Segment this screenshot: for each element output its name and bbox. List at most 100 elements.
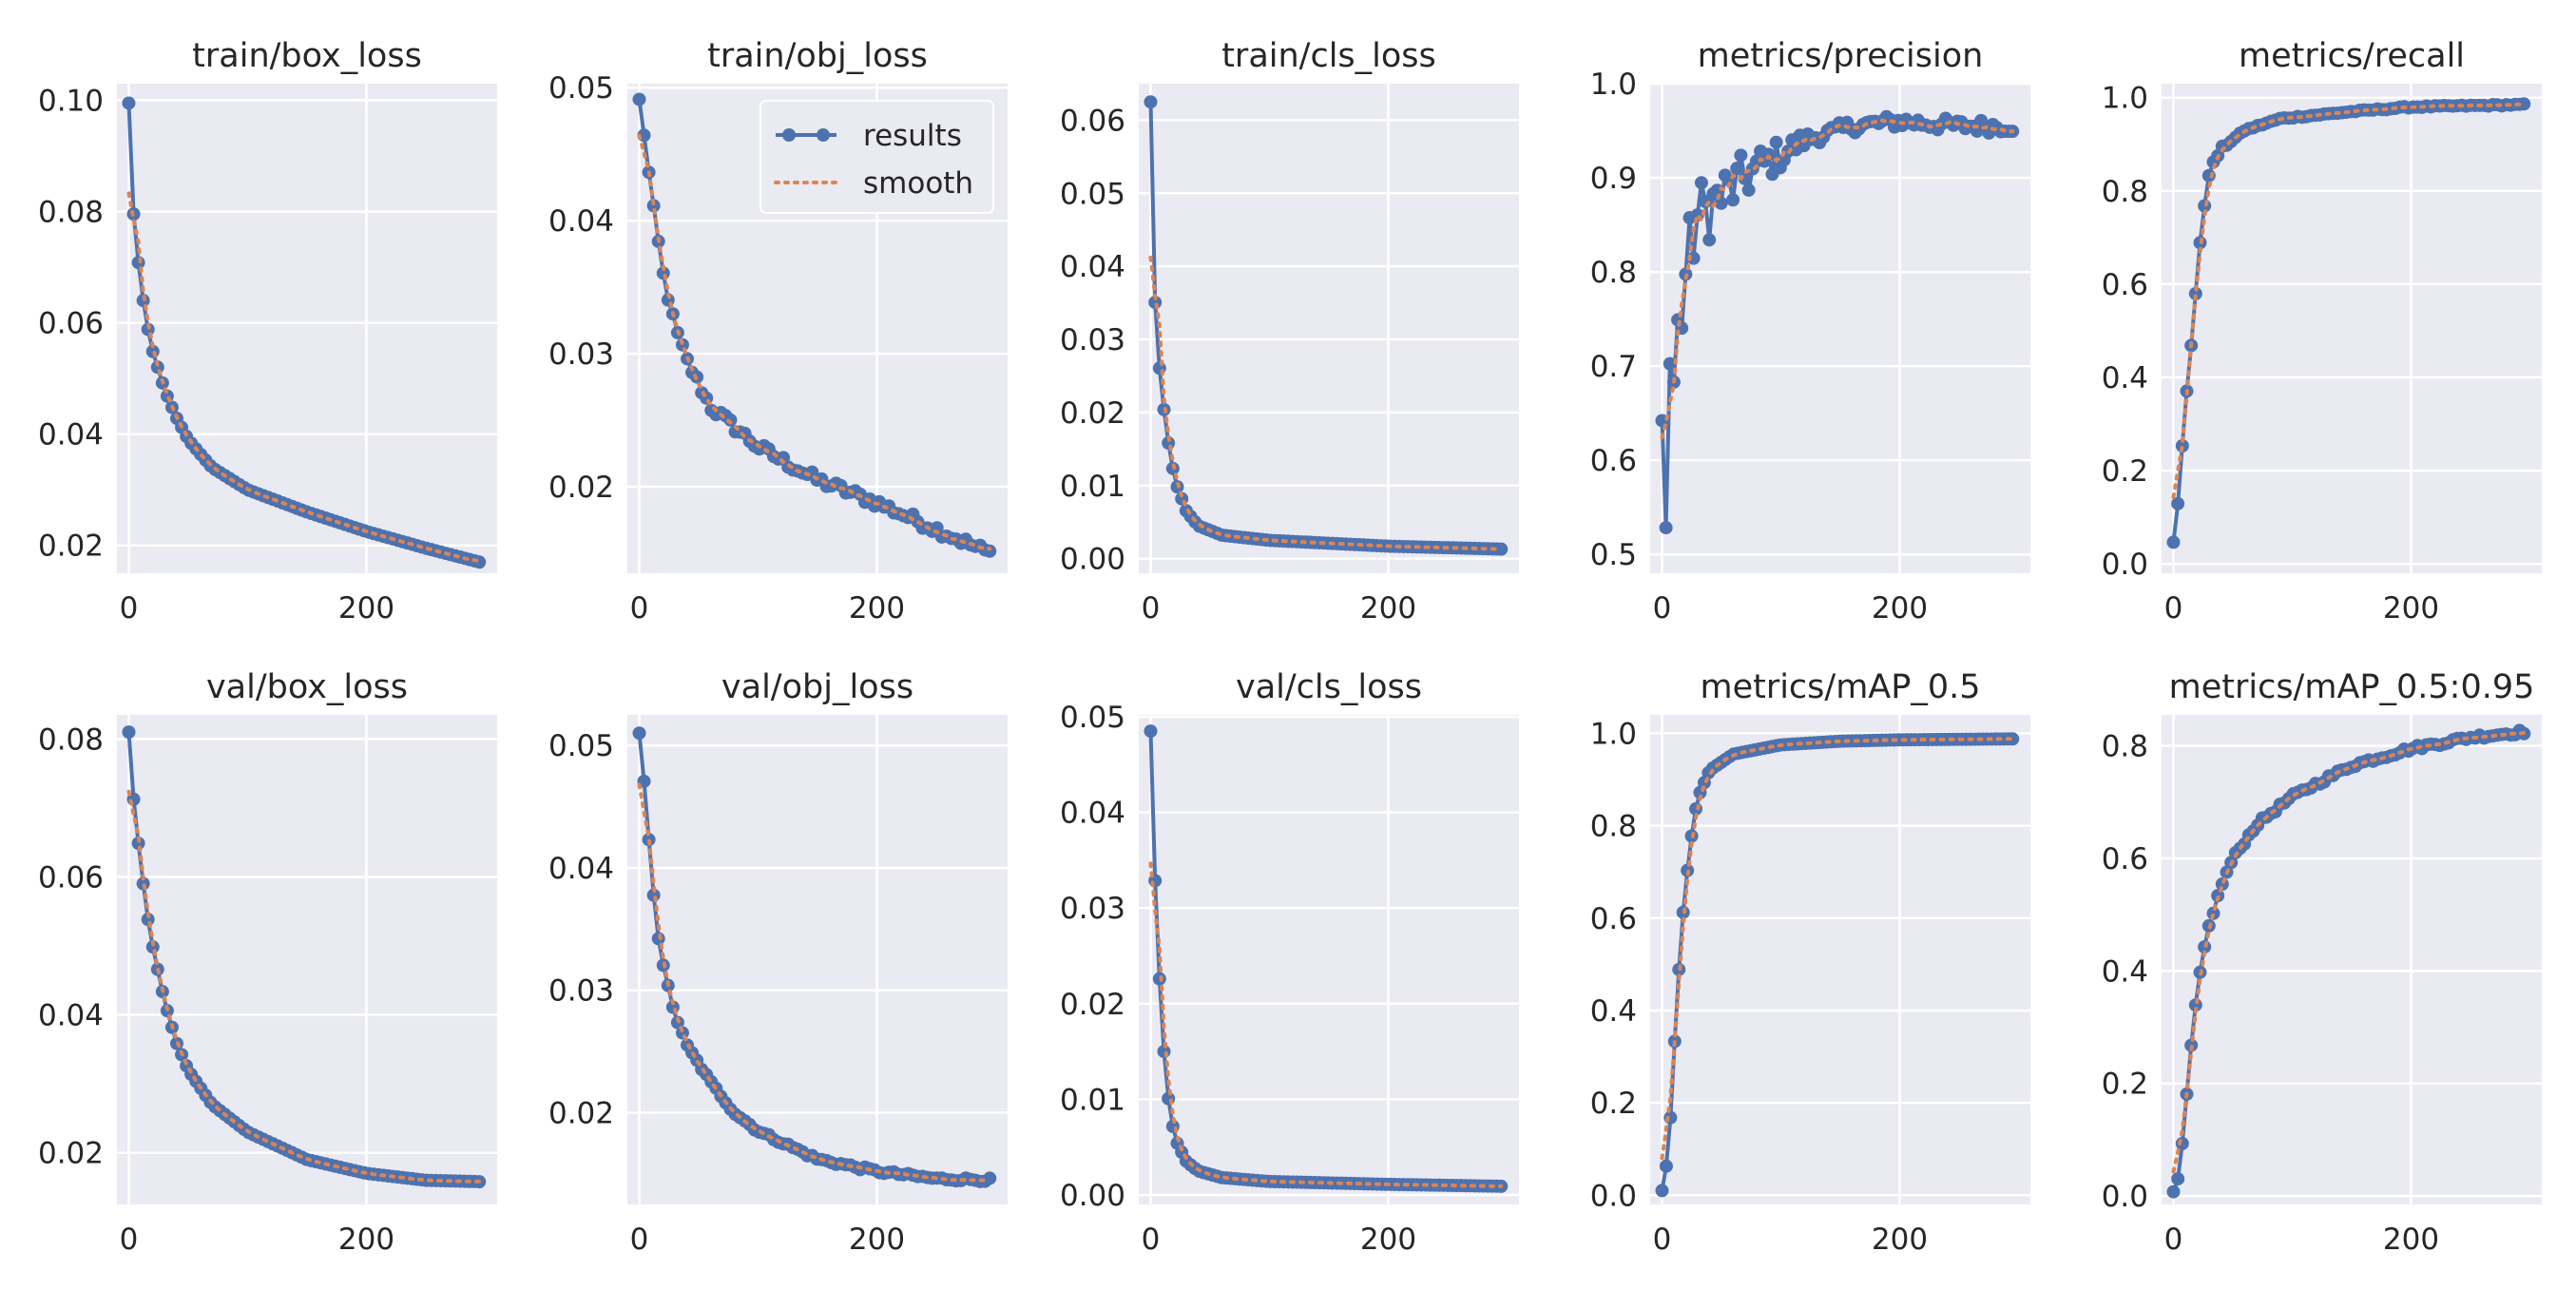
- results-point: [983, 544, 997, 558]
- results-point: [2206, 906, 2220, 920]
- y-tick-label: 0.05: [1060, 177, 1125, 211]
- plot-background: [117, 715, 497, 1204]
- x-tick-label: 0: [1142, 1223, 1161, 1257]
- results-point: [1730, 162, 1744, 176]
- plot-panel: 0.02 0.04 0.06 0.08 0.10 0 200 train/box_loss: [38, 37, 497, 626]
- y-tick-label: 0.6: [1590, 444, 1637, 478]
- x-tick-label: 200: [1360, 591, 1416, 626]
- plot-title: metrics/recall: [2239, 37, 2465, 75]
- y-tick-label: 0.6: [1590, 902, 1637, 936]
- plot-panel: 0.02 0.04 0.06 0.08 0 200 val/box_loss: [38, 668, 497, 1257]
- y-tick-label: 0.6: [2102, 268, 2148, 302]
- results-point: [983, 1171, 997, 1185]
- results-point: [2006, 732, 2020, 746]
- y-tick-label: 0.2: [2102, 1068, 2148, 1102]
- smooth-series-line: [1660, 118, 2015, 440]
- plot-background: [2162, 84, 2542, 573]
- plot-panel: 0.0 0.2 0.4 0.6 0.8 0 200 metrics/mAP_0.5:0.95: [2102, 668, 2542, 1257]
- smooth-series-line: [637, 782, 992, 1183]
- results-point: [2517, 97, 2531, 111]
- x-tick-label: 0: [2164, 1223, 2183, 1257]
- results-point: [1769, 135, 1783, 149]
- results-point: [1663, 356, 1677, 371]
- y-tick-label: 0.4: [2102, 361, 2148, 395]
- y-tick-label: 0.2: [2102, 454, 2148, 489]
- plot-panel: 0.0 0.2 0.4 0.6 0.8 1.0 0 200 metrics/mAP_0.5: [1590, 668, 2030, 1257]
- y-tick-label: 0.02: [548, 1096, 614, 1130]
- y-tick-label: 0.7: [1590, 350, 1637, 384]
- y-tick-label: 0.0: [1590, 1179, 1637, 1213]
- x-tick-label: 0: [2164, 591, 2183, 626]
- plot-title: train/cls_loss: [1221, 37, 1436, 75]
- y-tick-label: 0.01: [1060, 470, 1125, 504]
- plot-title: val/box_loss: [206, 668, 408, 706]
- y-tick-label: 0.04: [38, 418, 104, 452]
- x-tick-label: 200: [338, 1223, 394, 1257]
- y-tick-label: 0.03: [1060, 892, 1125, 926]
- y-tick-label: 0.00: [1060, 1179, 1125, 1213]
- y-tick-label: 0.2: [1590, 1087, 1637, 1121]
- y-tick-label: 0.08: [38, 722, 104, 757]
- y-tick-label: 0.00: [1060, 543, 1125, 577]
- y-tick-label: 0.02: [38, 529, 104, 564]
- results-point: [122, 725, 136, 740]
- results-point: [1144, 95, 1158, 109]
- smooth-series-line: [126, 789, 482, 1184]
- y-tick-label: 0.4: [2102, 954, 2148, 989]
- x-tick-label: 200: [1872, 1223, 1928, 1257]
- results-point: [632, 726, 646, 741]
- x-tick-label: 0: [1142, 591, 1161, 626]
- smooth-series-line: [2171, 102, 2527, 500]
- x-tick-label: 0: [120, 1223, 139, 1257]
- plot-panel: 0.02 0.03 0.04 0.05 0 200 train/obj_lossresult…: [548, 37, 1008, 626]
- y-tick-label: 0.8: [2102, 730, 2148, 764]
- results-point: [651, 932, 665, 946]
- y-tick-label: 0.05: [1060, 701, 1125, 735]
- smooth-series-line: [126, 191, 482, 563]
- y-tick-label: 0.0: [2102, 1180, 2148, 1214]
- legend: results smooth: [759, 100, 994, 214]
- y-tick-label: 0.03: [548, 337, 614, 372]
- results-point: [2166, 1184, 2181, 1199]
- y-tick-label: 0.06: [38, 307, 104, 341]
- results-point: [1734, 148, 1748, 163]
- y-tick-label: 0.06: [1060, 104, 1125, 138]
- results-point: [646, 199, 661, 213]
- plot-background: [1650, 715, 2030, 1204]
- results-point: [2188, 286, 2202, 300]
- results-point: [2166, 535, 2181, 549]
- plot-title: metrics/mAP_0.5:0.95: [2169, 668, 2535, 706]
- results-point: [2175, 1136, 2189, 1150]
- x-tick-label: 200: [1360, 1223, 1416, 1257]
- plot-panel: 0.0 0.2 0.4 0.6 0.8 1.0 0 200 metrics/recall: [2102, 37, 2542, 626]
- legend-smooth-label: smooth: [863, 166, 973, 201]
- y-tick-label: 0.04: [548, 204, 614, 239]
- x-tick-label: 200: [849, 1223, 905, 1257]
- y-tick-label: 1.0: [1590, 67, 1637, 102]
- y-tick-label: 0.02: [1060, 396, 1125, 431]
- results-point: [1741, 183, 1756, 197]
- plot-background: [117, 84, 497, 573]
- results-point: [1494, 542, 1509, 556]
- plot-background: [627, 715, 1008, 1204]
- plot-panel: 0.00 0.01 0.02 0.03 0.04 0.05 0.06 0 200 train/cl…: [1060, 37, 1519, 626]
- y-tick-label: 0.06: [38, 860, 104, 895]
- plot-background: [2162, 715, 2542, 1204]
- y-tick-label: 0.04: [1060, 250, 1125, 284]
- results-markers: [1655, 732, 2020, 1198]
- y-tick-label: 0.02: [1060, 988, 1125, 1022]
- y-tick-label: 0.8: [2102, 175, 2148, 209]
- x-tick-label: 0: [1653, 591, 1672, 626]
- y-tick-label: 0.04: [38, 999, 104, 1033]
- y-tick-label: 0.08: [38, 196, 104, 230]
- results-point: [723, 413, 738, 427]
- plot-title: train/box_loss: [192, 37, 422, 75]
- y-tick-label: 0.6: [2102, 842, 2148, 876]
- x-tick-label: 0: [120, 591, 139, 626]
- results-point: [1702, 233, 1717, 247]
- smooth-series-line: [1148, 861, 1504, 1188]
- results-point: [1659, 521, 1673, 535]
- results-point: [131, 837, 145, 851]
- x-tick-label: 0: [630, 1223, 649, 1257]
